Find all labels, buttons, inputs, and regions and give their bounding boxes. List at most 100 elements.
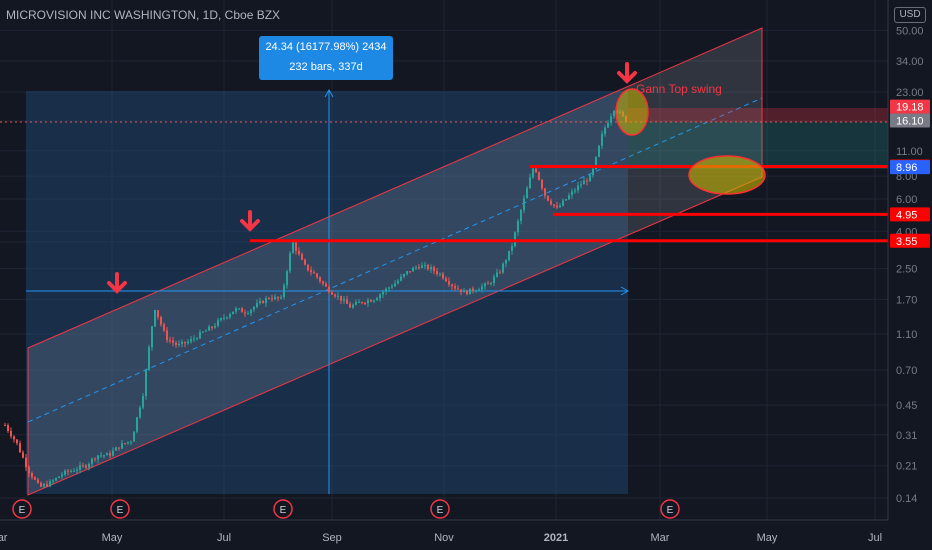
candle-body	[361, 301, 363, 303]
channel-midline	[27, 97, 763, 423]
candle-body	[598, 145, 600, 157]
candle-body	[118, 447, 120, 449]
candle-body	[286, 271, 288, 286]
candle-body	[193, 338, 195, 340]
candle-body	[178, 343, 180, 346]
candle-body	[28, 467, 30, 473]
earnings-marker[interactable]	[660, 499, 680, 519]
chart-title: MICROVISION INC WASHINGTON, 1D, Cboe BZX	[6, 8, 281, 22]
candle-body	[85, 465, 87, 468]
y-tick-label: 0.31	[896, 430, 917, 442]
candle-body	[538, 172, 540, 180]
stop-zone	[628, 108, 888, 122]
candle-body	[271, 298, 273, 300]
candle-body	[475, 290, 477, 292]
candle-body	[232, 311, 234, 315]
candle-body	[550, 200, 552, 205]
candle-body	[265, 298, 267, 304]
candle-body	[427, 264, 429, 270]
candle-body	[52, 480, 54, 482]
earnings-marker[interactable]	[110, 499, 130, 519]
candle-body	[169, 340, 171, 342]
candle-body	[319, 277, 321, 282]
candle-body	[358, 301, 360, 303]
down-arrow-icon	[107, 272, 127, 294]
candle-body	[412, 267, 414, 272]
y-tick-label: 8.00	[896, 171, 917, 183]
y-tick-label: 11.00	[896, 146, 923, 158]
candle-body	[487, 283, 489, 285]
candle-body	[577, 185, 579, 191]
candle-body	[466, 290, 468, 295]
candle-body	[226, 317, 228, 319]
price-label: 19.18	[896, 102, 924, 114]
candle-body	[472, 288, 474, 292]
earnings-marker[interactable]	[12, 499, 32, 519]
y-tick-label: 50.00	[896, 25, 924, 37]
y-tick-label: 0.14	[896, 493, 917, 505]
candle-body	[304, 259, 306, 265]
price-label: 16.10	[896, 116, 924, 128]
candle-body	[7, 425, 9, 431]
candle-body	[502, 263, 504, 273]
candle-body	[73, 470, 75, 472]
candle-body	[49, 481, 51, 487]
candle-body	[40, 482, 42, 487]
candle-body	[460, 289, 462, 293]
currency-button[interactable]: USD	[894, 7, 926, 23]
candle-body	[526, 188, 528, 199]
candle-body	[547, 195, 549, 201]
candle-body	[373, 300, 375, 302]
candle-body	[508, 250, 510, 261]
candle-body	[394, 283, 396, 287]
measure-tooltip: 24.34 (16177.98%) 2434 232 bars, 337d	[259, 36, 393, 80]
candle-body	[574, 190, 576, 192]
measure-arrow-up	[324, 88, 334, 98]
candle-body	[154, 310, 156, 327]
time-axis[interactable]	[0, 520, 932, 550]
candle-body	[541, 179, 543, 189]
x-tick-label: Mar	[651, 532, 670, 544]
candle-body	[220, 318, 222, 321]
swing-arrows	[107, 62, 637, 294]
earnings-marker-label: E	[117, 505, 124, 516]
price-label-box	[890, 233, 930, 248]
price-axis[interactable]	[888, 0, 932, 550]
candle-body	[520, 210, 522, 221]
y-tick-label: 1.70	[896, 294, 917, 306]
earnings-marker-label: E	[280, 505, 287, 516]
candle-body	[424, 264, 426, 266]
price-label: 8.96	[896, 162, 917, 174]
candle-body	[292, 242, 294, 254]
candle-body	[490, 282, 492, 284]
x-tick-label: Mar	[0, 532, 8, 544]
grid	[0, 0, 888, 520]
candle-body	[481, 286, 483, 290]
earnings-marker[interactable]	[273, 499, 293, 519]
earnings-marker[interactable]	[430, 499, 450, 519]
candle-body	[205, 330, 207, 332]
candle-body	[406, 271, 408, 275]
candle-body	[457, 288, 459, 290]
candle-body	[493, 276, 495, 283]
y-tick-label: 23.00	[896, 87, 924, 99]
candle-body	[313, 272, 315, 274]
candle-body	[583, 180, 585, 185]
candle-body	[451, 284, 453, 287]
earnings-marker-label: E	[667, 505, 674, 516]
candle-body	[151, 326, 153, 348]
earnings-marker-label: E	[437, 505, 444, 516]
candle-body	[136, 417, 138, 432]
candle-body	[604, 127, 606, 134]
candle-body	[505, 260, 507, 264]
candle-body	[145, 369, 147, 396]
candle-body	[4, 425, 6, 427]
candle-body	[532, 168, 534, 178]
price-label-box	[890, 113, 930, 128]
candle-body	[196, 338, 198, 340]
x-tick-label: Jul	[217, 532, 231, 544]
candle-body	[589, 174, 591, 182]
